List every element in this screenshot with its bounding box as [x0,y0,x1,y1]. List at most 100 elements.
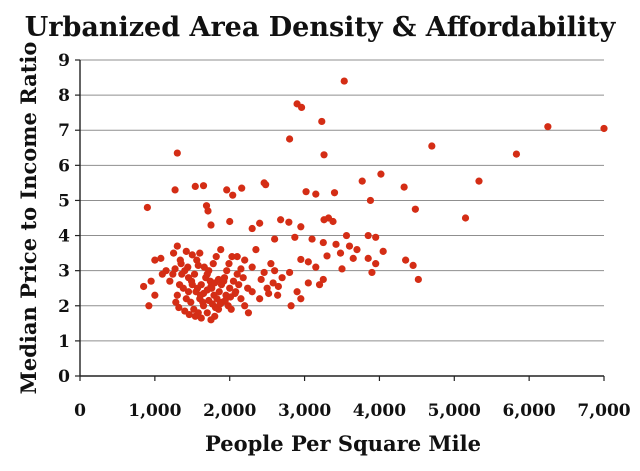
y-tick-label: 4 [58,227,70,247]
data-point [169,249,178,257]
x-tick-label: 5,000 [428,401,481,421]
data-point [196,291,205,299]
y-tick-label: 7 [58,121,70,141]
y-tick-label: 2 [58,297,70,317]
data-point [364,254,372,262]
data-point [271,267,279,275]
data-point [193,284,202,292]
data-point [244,284,252,292]
data-point [237,265,245,273]
data-point [229,277,238,285]
data-point [291,233,299,241]
data-point [475,177,483,185]
data-point [320,216,328,224]
data-point [235,281,243,289]
data-point [349,254,357,262]
data-point [231,289,239,298]
data-point [320,151,328,159]
data-point [184,288,193,296]
data-point [286,268,294,277]
data-point [200,263,208,271]
data-point [217,246,225,254]
y-tick-label: 8 [58,86,70,106]
data-point [544,123,552,131]
data-point [207,221,215,229]
axes [75,59,605,381]
x-tick-label: 1,000 [128,401,181,421]
data-point [312,263,320,271]
data-point [147,277,155,285]
data-point [364,231,372,240]
data-point [411,205,419,213]
data-point [187,277,196,285]
data-point [372,233,380,241]
y-tick-label: 0 [58,367,70,387]
data-point [409,261,417,269]
data-point [220,274,229,282]
x-tick-label: 2,000 [203,401,256,421]
data-point [304,279,312,287]
y-tick-label: 9 [58,51,70,71]
data-point [199,182,208,190]
gridlines [80,59,604,342]
data-point [252,246,260,254]
data-point [260,268,268,277]
data-point [332,240,340,248]
data-point [256,295,264,303]
data-point [173,242,181,250]
y-tick-label: 5 [58,191,70,211]
data-point [269,279,277,287]
data-point [278,274,286,282]
data-point [600,124,608,133]
data-points [140,77,608,324]
data-point [203,270,211,278]
data-point [233,270,241,278]
data-point [241,302,249,310]
data-point [277,216,285,224]
data-point [191,182,199,190]
data-point [244,309,253,317]
data-point [188,251,196,259]
data-point [340,77,348,85]
data-point [297,223,305,231]
data-point [158,270,166,278]
data-point [241,256,249,264]
data-point [229,191,237,199]
data-point [342,231,351,240]
data-point [238,184,246,192]
data-point [271,235,279,243]
data-point [366,196,375,205]
x-tick-label: 3,000 [278,401,331,421]
data-point [157,254,165,262]
data-point [302,188,310,196]
data-point [209,260,217,268]
data-point [353,246,361,254]
data-point [171,186,179,194]
data-point [315,281,324,289]
data-point [185,310,193,319]
x-axis-label: People Per Square Mile [205,431,481,456]
data-point [217,281,226,289]
data-point [151,291,159,299]
data-point [184,263,192,271]
data-point [225,260,233,268]
data-point [262,181,270,189]
data-point [166,277,174,285]
data-point [194,261,202,269]
data-point [338,265,346,273]
data-point [379,247,387,255]
data-point [203,309,211,317]
data-point [175,281,184,289]
data-point [312,190,320,198]
y-tick-label: 1 [58,332,70,352]
data-point [213,295,221,303]
data-point [285,218,293,226]
x-tick-label: 7,000 [577,401,630,421]
data-point [182,247,190,255]
data-point [237,295,245,303]
data-point [175,303,183,312]
data-point [196,249,204,257]
data-point [308,235,316,243]
data-point [223,186,231,194]
